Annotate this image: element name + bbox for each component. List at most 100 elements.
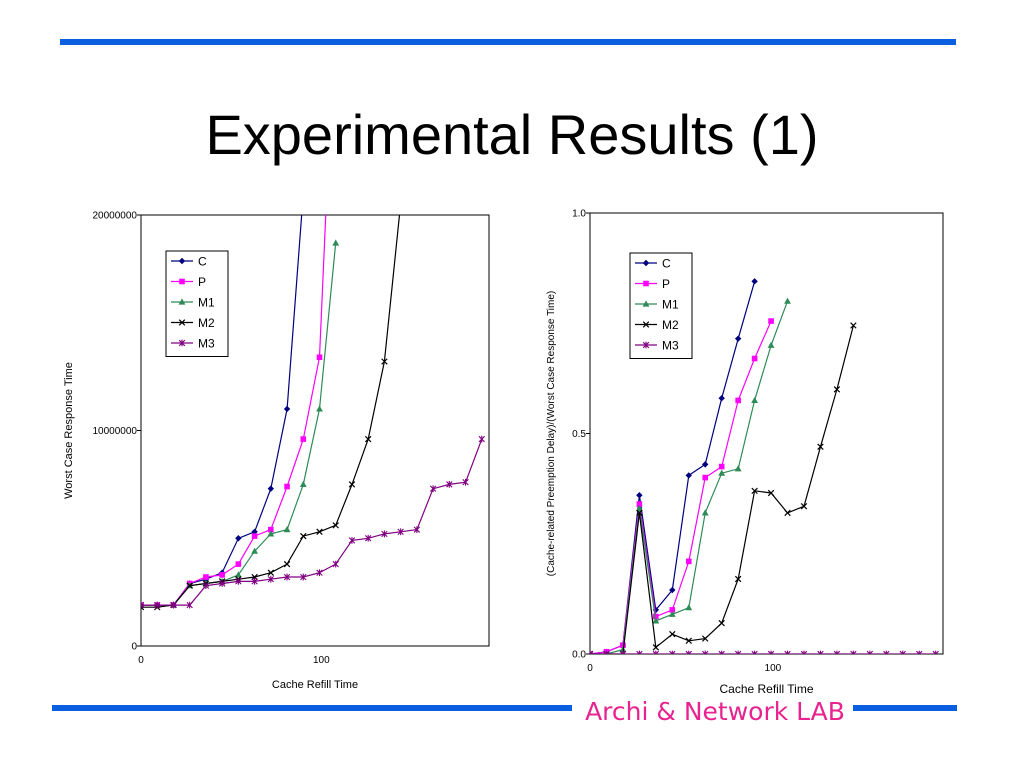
- data-point: [478, 435, 485, 443]
- data-point: [234, 571, 242, 578]
- data-point: [751, 396, 759, 404]
- x-axis-label: Cache Refill Time: [719, 682, 813, 696]
- data-point: [381, 358, 388, 365]
- data-point: [636, 492, 643, 499]
- data-point: [685, 472, 692, 479]
- data-point: [685, 558, 692, 565]
- data-point: [348, 481, 356, 488]
- data-point: [734, 335, 742, 342]
- data-point: [332, 560, 339, 568]
- data-point: [751, 355, 758, 362]
- data-point: [364, 435, 372, 443]
- data-point: [653, 613, 659, 620]
- data-point: [850, 650, 857, 654]
- data-point: [251, 547, 258, 554]
- series-line: [590, 325, 854, 654]
- data-point: [784, 509, 791, 517]
- footer-brand: Archi & Network LAB: [585, 697, 845, 726]
- data-point: [413, 526, 421, 534]
- data-point: [718, 619, 725, 627]
- data-point: [267, 530, 275, 537]
- legend-label: M2: [198, 316, 215, 330]
- legend-label: M1: [662, 298, 679, 312]
- data-point: [767, 489, 775, 497]
- legend-label: M2: [662, 318, 679, 332]
- data-point: [669, 607, 676, 613]
- data-point: [235, 577, 242, 585]
- data-point: [899, 650, 906, 654]
- data-point: [635, 504, 643, 512]
- y-axis-label: Worst Case Response Time: [63, 362, 75, 499]
- data-point: [718, 469, 726, 476]
- data-point: [718, 650, 725, 654]
- data-point: [603, 650, 610, 654]
- data-point: [186, 582, 193, 589]
- data-point: [767, 650, 775, 654]
- data-point: [685, 650, 692, 654]
- data-point: [141, 601, 145, 609]
- series-m3: [141, 435, 485, 609]
- data-point: [850, 322, 857, 329]
- data-point: [590, 650, 594, 654]
- data-point: [784, 650, 791, 654]
- legend-marker: [642, 341, 650, 349]
- series-line: [590, 320, 772, 654]
- legend-label: M1: [198, 296, 215, 310]
- legend-marker: [178, 257, 186, 265]
- data-point: [652, 644, 660, 651]
- chart-preemption-delay-ratio: 0.0 0.5 1.0 0 100 Cache Refill Time (Cache-rel…: [546, 209, 944, 696]
- x-tick-label: 100: [313, 655, 330, 666]
- data-point: [751, 278, 758, 285]
- data-point: [718, 463, 725, 470]
- data-point: [300, 573, 307, 581]
- data-point: [299, 480, 307, 487]
- data-point: [652, 650, 660, 654]
- data-point: [219, 572, 225, 578]
- y-tick-label: 0.0: [572, 650, 586, 661]
- data-point: [462, 478, 469, 486]
- data-point: [669, 650, 676, 654]
- data-point: [446, 480, 453, 488]
- data-point: [669, 630, 676, 638]
- data-point: [751, 487, 758, 495]
- data-point: [316, 354, 323, 361]
- data-point: [202, 582, 210, 590]
- legend-label: C: [198, 255, 207, 269]
- data-point: [348, 537, 356, 544]
- data-point: [154, 601, 161, 609]
- data-point: [619, 650, 627, 654]
- data-point: [636, 650, 643, 654]
- series-p: [590, 318, 774, 654]
- data-point: [332, 239, 340, 246]
- legend-label: P: [662, 277, 670, 291]
- data-point: [734, 575, 742, 583]
- data-point: [283, 526, 291, 533]
- data-point: [235, 561, 242, 567]
- data-point: [833, 650, 841, 654]
- series-line: [141, 438, 483, 606]
- data-point: [685, 637, 692, 644]
- data-point: [817, 443, 824, 450]
- series-m3: [590, 650, 939, 654]
- legend-box: [629, 252, 693, 359]
- data-point: [332, 522, 339, 529]
- data-point: [251, 533, 258, 539]
- legend-label: P: [198, 275, 206, 289]
- data-point: [702, 461, 709, 468]
- data-point: [316, 405, 323, 412]
- x-tick-label: 0: [138, 655, 144, 666]
- x-tick-label: 0: [587, 663, 593, 674]
- data-point: [701, 509, 709, 516]
- legend-box: [165, 250, 229, 357]
- chart-worst-case-response-time: 0 10000000 20000000 0 100 Cache Refill Time Wo…: [63, 211, 490, 691]
- data-point: [267, 575, 275, 583]
- data-point: [734, 650, 742, 654]
- y-tick-label: 0: [131, 642, 137, 653]
- data-point: [316, 569, 323, 577]
- data-point: [283, 573, 291, 581]
- data-point: [784, 297, 791, 304]
- bottom-rule-right: [853, 705, 957, 711]
- data-point: [251, 577, 258, 585]
- y-tick-label: 10000000: [93, 426, 138, 437]
- data-point: [267, 485, 275, 492]
